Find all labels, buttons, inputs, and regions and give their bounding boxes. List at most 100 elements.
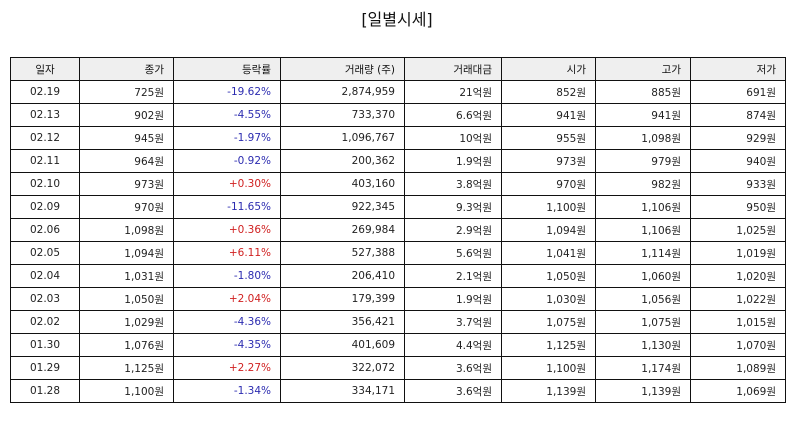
cell-volume: 179,399 (280, 287, 405, 311)
cell-low: 1,089원 (690, 356, 786, 380)
cell-volume: 200,362 (280, 149, 405, 173)
cell-open: 1,041원 (501, 241, 596, 265)
cell-amount: 3.6억원 (404, 379, 502, 403)
cell-change: -11.65% (173, 195, 281, 219)
cell-close: 1,076원 (79, 333, 174, 357)
table-row: 01.30 1,076원 -4.35% 401,609 4.4억원 1,125원 1,130… (10, 333, 786, 357)
cell-low: 1,022원 (690, 287, 786, 311)
cell-low: 929원 (690, 126, 786, 150)
table-row: 02.04 1,031원 -1.80% 206,410 2.1억원 1,050원 1,060… (10, 264, 786, 288)
cell-amount: 3.7억원 (404, 310, 502, 334)
cell-high: 979원 (595, 149, 691, 173)
cell-low: 933원 (690, 172, 786, 196)
cell-close: 1,029원 (79, 310, 174, 334)
cell-close: 1,094원 (79, 241, 174, 265)
cell-high: 1,106원 (595, 195, 691, 219)
cell-open: 955원 (501, 126, 596, 150)
cell-low: 691원 (690, 80, 786, 104)
cell-high: 885원 (595, 80, 691, 104)
cell-amount: 2.9억원 (404, 218, 502, 242)
cell-volume: 269,984 (280, 218, 405, 242)
cell-low: 1,015원 (690, 310, 786, 334)
cell-high: 982원 (595, 172, 691, 196)
cell-low: 950원 (690, 195, 786, 219)
column-header-low: 저가 (690, 57, 786, 81)
cell-close: 973원 (79, 172, 174, 196)
cell-high: 941원 (595, 103, 691, 127)
cell-open: 1,075원 (501, 310, 596, 334)
table-row: 02.12 945원 -1.97% 1,096,767 10억원 955원 1,098원 92… (10, 126, 786, 150)
cell-close: 970원 (79, 195, 174, 219)
cell-high: 1,130원 (595, 333, 691, 357)
table-row: 02.06 1,098원 +0.36% 269,984 2.9억원 1,094원 1,106… (10, 218, 786, 242)
cell-change: +6.11% (173, 241, 281, 265)
cell-close: 725원 (79, 80, 174, 104)
cell-close: 964원 (79, 149, 174, 173)
cell-date: 01.29 (10, 356, 80, 380)
cell-high: 1,075원 (595, 310, 691, 334)
table-row: 01.28 1,100원 -1.34% 334,171 3.6억원 1,139원 1,139… (10, 379, 786, 403)
cell-high: 1,056원 (595, 287, 691, 311)
cell-amount: 1.9억원 (404, 149, 502, 173)
table-row: 02.13 902원 -4.55% 733,370 6.6억원 941원 941원 874원 (10, 103, 786, 127)
cell-volume: 403,160 (280, 172, 405, 196)
cell-open: 1,094원 (501, 218, 596, 242)
cell-volume: 334,171 (280, 379, 405, 403)
cell-low: 874원 (690, 103, 786, 127)
cell-close: 945원 (79, 126, 174, 150)
cell-close: 1,098원 (79, 218, 174, 242)
cell-change: -0.92% (173, 149, 281, 173)
column-header-volume: 거래량 (주) (280, 57, 405, 81)
column-header-change: 등락률 (173, 57, 281, 81)
table-body: 02.19 725원 -19.62% 2,874,959 21억원 852원 885원 691… (10, 80, 786, 403)
cell-change: -1.34% (173, 379, 281, 403)
cell-open: 1,030원 (501, 287, 596, 311)
cell-change: -4.36% (173, 310, 281, 334)
cell-volume: 206,410 (280, 264, 405, 288)
cell-amount: 21억원 (404, 80, 502, 104)
cell-change: -1.80% (173, 264, 281, 288)
cell-date: 02.10 (10, 172, 80, 196)
cell-volume: 527,388 (280, 241, 405, 265)
cell-volume: 922,345 (280, 195, 405, 219)
cell-date: 02.05 (10, 241, 80, 265)
table-row: 02.09 970원 -11.65% 922,345 9.3억원 1,100원 1,106원… (10, 195, 786, 219)
cell-date: 01.30 (10, 333, 80, 357)
cell-volume: 733,370 (280, 103, 405, 127)
table-row: 02.19 725원 -19.62% 2,874,959 21억원 852원 885원 691… (10, 80, 786, 104)
cell-amount: 10억원 (404, 126, 502, 150)
cell-date: 02.13 (10, 103, 80, 127)
table-row: 02.10 973원 +0.30% 403,160 3.8억원 970원 982원 933원 (10, 172, 786, 196)
cell-open: 941원 (501, 103, 596, 127)
column-header-high: 고가 (595, 57, 691, 81)
cell-change: -4.35% (173, 333, 281, 357)
cell-open: 1,100원 (501, 356, 596, 380)
cell-low: 1,020원 (690, 264, 786, 288)
cell-volume: 2,874,959 (280, 80, 405, 104)
cell-change: +2.04% (173, 287, 281, 311)
column-header-close: 종가 (79, 57, 174, 81)
cell-change: -1.97% (173, 126, 281, 150)
cell-date: 02.04 (10, 264, 80, 288)
cell-volume: 1,096,767 (280, 126, 405, 150)
cell-date: 02.12 (10, 126, 80, 150)
table-row: 02.05 1,094원 +6.11% 527,388 5.6억원 1,041원 1,114… (10, 241, 786, 265)
cell-close: 1,100원 (79, 379, 174, 403)
cell-amount: 3.8억원 (404, 172, 502, 196)
cell-close: 1,050원 (79, 287, 174, 311)
cell-high: 1,098원 (595, 126, 691, 150)
cell-low: 940원 (690, 149, 786, 173)
cell-high: 1,139원 (595, 379, 691, 403)
cell-change: +0.36% (173, 218, 281, 242)
cell-open: 1,125원 (501, 333, 596, 357)
table-row: 01.29 1,125원 +2.27% 322,072 3.6억원 1,100원 1,174… (10, 356, 786, 380)
cell-change: -4.55% (173, 103, 281, 127)
cell-amount: 9.3억원 (404, 195, 502, 219)
table-row: 02.02 1,029원 -4.36% 356,421 3.7억원 1,075원 1,075… (10, 310, 786, 334)
cell-date: 02.06 (10, 218, 80, 242)
cell-change: -19.62% (173, 80, 281, 104)
cell-volume: 356,421 (280, 310, 405, 334)
cell-low: 1,019원 (690, 241, 786, 265)
cell-date: 02.19 (10, 80, 80, 104)
page-title: [일별시세] (361, 10, 433, 29)
